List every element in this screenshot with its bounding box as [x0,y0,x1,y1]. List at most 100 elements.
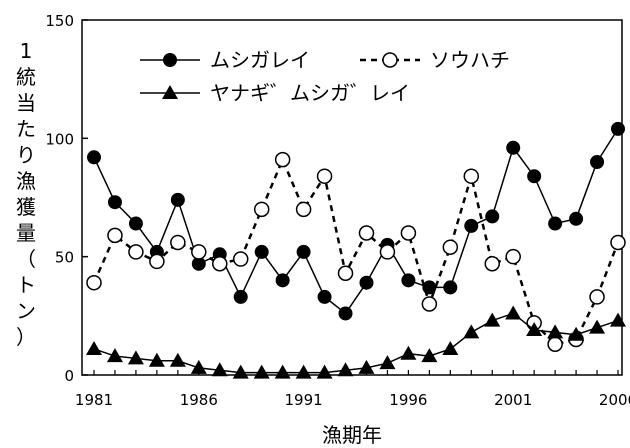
y-axis-title-char: （ [16,247,36,271]
y-tick-label: 150 [45,12,74,30]
data-point [359,275,374,290]
series-1 [86,151,626,352]
data-point [485,209,500,224]
series-line [93,128,619,315]
data-point [316,168,333,184]
legend-label-mushigarei: ムシガレイ [210,48,310,72]
data-point [296,244,311,259]
data-point [443,280,458,295]
data-point [148,352,165,367]
data-point [127,350,144,365]
y-tick-label: 100 [45,130,74,148]
data-point [149,253,165,270]
data-point [526,322,543,337]
data-point [169,352,186,367]
data-point [170,192,185,207]
data-point [128,216,143,231]
data-point [548,216,563,231]
data-point [379,355,396,370]
data-point [547,336,563,352]
data-point [589,319,606,334]
series-layer [86,121,626,379]
data-point [505,305,522,320]
data-point [191,256,206,271]
data-point [379,244,396,260]
y-axis-title-char: 量 [16,221,36,245]
y-axis-title-char: 獲 [16,195,36,219]
data-point [253,201,270,218]
y-axis-title-char: た [16,117,36,141]
data-point [190,359,207,374]
data-point [107,195,122,210]
data-point [337,265,354,281]
data-point [484,312,501,327]
data-point [107,227,123,244]
x-tick-label: 2001 [494,391,532,409]
data-point [589,289,605,305]
data-point [527,169,542,184]
data-point [463,324,480,339]
data-point [421,296,438,312]
data-point [274,151,291,168]
y-axis-ticks: 0 50 100 150 [45,12,88,385]
data-point [212,256,228,272]
data-point [442,239,459,255]
y-axis-title-char: り [16,143,36,167]
data-point [232,251,249,267]
data-point [484,256,500,272]
data-point [463,168,480,184]
y-axis-title-char: 当 [16,91,36,115]
data-point [87,150,101,165]
legend-marker-souhachi [382,52,398,68]
data-point [421,348,438,363]
data-point [610,312,626,327]
y-axis-title-char: ト [16,273,36,297]
y-axis-title-char: 漁 [16,169,36,193]
data-point [568,326,585,341]
data-point [442,340,459,355]
y-tick-label: 50 [55,249,74,267]
legend-label-souhachi: ソウハチ [430,48,510,72]
data-point [358,359,375,374]
legend: ムシガレイ ソウハチ ヤナギ゛ムシガ゛レイ [140,48,510,105]
y-tick-label: 0 [64,367,74,385]
data-point [401,273,416,288]
data-point [233,289,248,304]
legend-marker-yanagimushigarei [162,85,178,99]
data-point [610,234,626,251]
x-tick-label: 1986 [180,391,218,409]
data-point [106,348,123,363]
data-point [569,211,584,226]
data-point [590,155,605,169]
data-point [86,274,102,291]
data-point [191,244,207,260]
y-axis-title-char: ） [16,325,36,349]
data-point [128,244,144,260]
series-2 [86,305,626,379]
series-0 [87,121,625,321]
data-point [317,289,332,304]
legend-label-yanagimushigarei: ヤナギ゛ムシガ゛レイ [210,81,410,105]
data-point [337,362,354,377]
y-axis-title-char: 1 [20,39,33,63]
x-tick-label: 1996 [389,391,427,409]
data-point [275,273,290,288]
x-tick-label: 1991 [285,391,323,409]
x-axis-title: 漁期年 [322,423,382,447]
data-point [506,140,521,155]
data-point [254,244,269,259]
y-axis-title-char: ン [16,299,36,323]
x-tick-label: 1981 [75,391,113,409]
data-point [400,345,417,360]
data-point [170,234,186,251]
data-point [211,362,228,377]
data-point [358,225,375,241]
data-point [547,324,564,339]
data-point [611,121,625,136]
data-point [86,340,102,355]
x-tick-label: 2006 [599,391,630,409]
data-point [505,248,521,265]
data-point [338,306,353,321]
